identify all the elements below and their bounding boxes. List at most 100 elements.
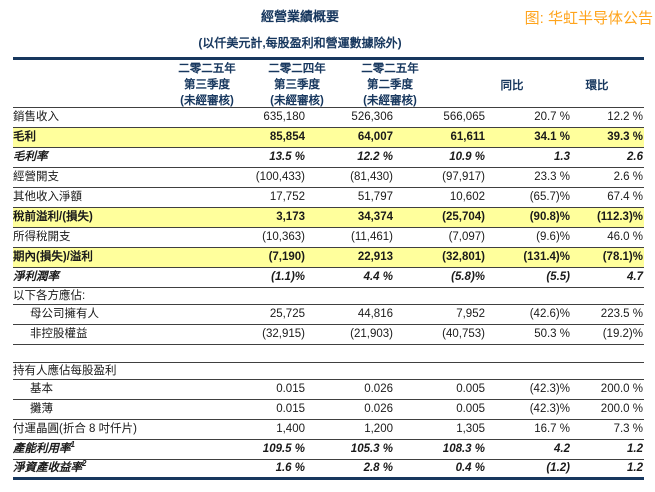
table-row: 以下各方應佔: bbox=[13, 288, 644, 305]
row-label: 毛利 bbox=[13, 131, 36, 143]
row-value: 200.0 % bbox=[600, 383, 643, 395]
table-row: 產能利用率1 109.5 % 105.3 % 108.3 % 4.2 1.2 bbox=[13, 440, 644, 460]
row-value: (32,801) bbox=[442, 251, 485, 263]
row-value: 17,752 bbox=[269, 191, 305, 203]
row-value: 20.7 % bbox=[534, 111, 570, 123]
row-value: 0.026 bbox=[364, 383, 393, 395]
row-value: 1,200 bbox=[364, 423, 393, 435]
table-row: 持有人應佔每股盈利 bbox=[13, 363, 644, 380]
row-value: 64,007 bbox=[357, 131, 393, 143]
table-row: 其他收入淨額 17,752 51,797 10,602 (65.7)% 67.4 % bbox=[13, 188, 644, 208]
row-value: 34.1 % bbox=[534, 131, 570, 143]
row-value: (97,917) bbox=[442, 171, 485, 183]
row-value: (7,190) bbox=[268, 251, 305, 263]
row-label: 非控股權益 bbox=[30, 328, 88, 340]
row-value: 7,952 bbox=[456, 308, 485, 320]
row-value: 16.7 % bbox=[534, 423, 570, 435]
row-value: (32,915) bbox=[262, 328, 305, 340]
row-value: 2.6 bbox=[627, 151, 643, 163]
row-value: (9.6)% bbox=[536, 231, 570, 243]
row-value: 635,180 bbox=[263, 111, 305, 123]
row-label: 稅前溢利/(損失) bbox=[13, 211, 93, 223]
row-value: (10,363) bbox=[262, 231, 305, 243]
row-value: 46.0 % bbox=[607, 231, 643, 243]
row-label: 產能利用率1 bbox=[13, 440, 75, 455]
row-value: 10,602 bbox=[449, 191, 485, 203]
row-label: 付運晶圓(折合 8 吋仟片) bbox=[13, 423, 137, 435]
row-value: 0.026 bbox=[364, 403, 393, 415]
row-label: 其他收入淨額 bbox=[13, 191, 82, 203]
row-value: (90.8)% bbox=[529, 211, 570, 223]
col-header-qoq: 環比 bbox=[585, 80, 609, 92]
row-value: (65.7)% bbox=[529, 191, 570, 203]
row-value: 61,611 bbox=[450, 131, 485, 143]
row-value: (5.8)% bbox=[451, 271, 485, 283]
row-value: 25,725 bbox=[269, 308, 305, 320]
row-value: (78.1)% bbox=[602, 251, 643, 263]
table-row: 所得稅開支 (10,363) (11,461) (7,097) (9.6)% 46.0 % bbox=[13, 228, 644, 248]
table-row: 稅前溢利/(損失) 3,173 34,374 (25,704) (90.8)% (112.… bbox=[13, 208, 644, 228]
row-value: 67.4 % bbox=[607, 191, 643, 203]
row-label: 所得稅開支 bbox=[13, 231, 71, 243]
row-value: 200.0 % bbox=[600, 403, 643, 415]
row-value: 50.3 % bbox=[534, 328, 570, 340]
row-value: 1.3 bbox=[554, 151, 570, 163]
row-value: 566,065 bbox=[443, 111, 485, 123]
row-value: 13.5 % bbox=[269, 151, 305, 163]
row-value: 44,816 bbox=[357, 308, 393, 320]
row-value: 51,797 bbox=[357, 191, 393, 203]
row-value: 4.4 % bbox=[363, 271, 393, 283]
row-value: 12.2 % bbox=[357, 151, 393, 163]
row-value: (100,433) bbox=[255, 171, 305, 183]
row-value: 1.2 bbox=[627, 462, 643, 474]
row-value: (1.2) bbox=[546, 462, 570, 474]
row-value: (5.5) bbox=[546, 271, 570, 283]
row-value: (42.3)% bbox=[529, 383, 570, 395]
row-value: (1.1)% bbox=[271, 271, 305, 283]
row-value: (21,903) bbox=[350, 328, 393, 340]
row-label: 經營開支 bbox=[13, 171, 59, 183]
row-value: (42.3)% bbox=[529, 403, 570, 415]
table-row: 母公司擁有人 25,725 44,816 7,952 (42.6)% 223.5 % bbox=[13, 305, 644, 325]
page-subtitle: (以仟美元計,每股盈利和營運數據除外) bbox=[198, 36, 402, 50]
row-value: 0.005 bbox=[456, 403, 485, 415]
table-row: 淨資產收益率2 1.6 % 2.8 % 0.4 % (1.2) 1.2 bbox=[13, 460, 644, 480]
table-header-row: 二零二五年 第三季度 (未經審核) 二零二四年 第三季度 (未經審核) 二零二五… bbox=[13, 57, 644, 108]
row-value: (7,097) bbox=[448, 231, 485, 243]
row-value: (112.3)% bbox=[596, 211, 643, 223]
row-label: 攤薄 bbox=[30, 403, 53, 415]
row-label: 淨利潤率 bbox=[13, 271, 59, 283]
row-value: 0.4 % bbox=[455, 462, 485, 474]
table-row: 付運晶圓(折合 8 吋仟片) 1,400 1,200 1,305 16.7 % 7.3 % bbox=[13, 420, 644, 440]
footnote-marker: 2 bbox=[82, 459, 87, 469]
row-value: (42.6)% bbox=[529, 308, 570, 320]
row-value: 39.3 % bbox=[607, 131, 643, 143]
row-label: 持有人應佔每股盈利 bbox=[13, 364, 117, 377]
table-body: 銷售收入 635,180 526,306 566,065 20.7 % 12.2 % 毛利 8… bbox=[13, 108, 644, 480]
row-label: 以下各方應佔: bbox=[13, 289, 86, 302]
row-value: 1.2 bbox=[627, 443, 643, 455]
row-value: (131.4)% bbox=[523, 251, 570, 263]
row-value: 0.015 bbox=[276, 403, 305, 415]
row-label: 母公司擁有人 bbox=[30, 308, 99, 320]
row-value: 1,305 bbox=[456, 423, 485, 435]
row-value: 85,854 bbox=[269, 131, 305, 143]
row-value: (40,753) bbox=[442, 328, 485, 340]
row-value: 109.5 % bbox=[262, 443, 305, 455]
row-value: 4.7 bbox=[627, 271, 643, 283]
source-caption: 图: 华虹半导体公告 bbox=[524, 10, 653, 27]
row-value: (19.2)% bbox=[602, 328, 643, 340]
table-row: 期內(損失)/溢利 (7,190) 22,913 (32,801) (131.4)% (7… bbox=[13, 248, 644, 268]
row-label: 淨資產收益率2 bbox=[13, 459, 87, 474]
row-value: (81,430) bbox=[350, 171, 393, 183]
row-value: 12.2 % bbox=[607, 111, 643, 123]
table-title-block: 經營業績概要 (以仟美元計,每股盈利和營運數據除外) bbox=[0, 8, 600, 52]
row-value: 3,173 bbox=[276, 211, 305, 223]
table-row: 淨利潤率 (1.1)% 4.4 % (5.8)% (5.5) 4.7 bbox=[13, 268, 644, 288]
row-value: 2.6 % bbox=[613, 171, 643, 183]
row-label: 期內(損失)/溢利 bbox=[13, 251, 93, 263]
row-value: 105.3 % bbox=[350, 443, 393, 455]
table-row: 基本 0.015 0.026 0.005 (42.3)% 200.0 % bbox=[13, 380, 644, 400]
table-row: 毛利 85,854 64,007 61,611 34.1 % 39.3 % bbox=[13, 128, 644, 148]
